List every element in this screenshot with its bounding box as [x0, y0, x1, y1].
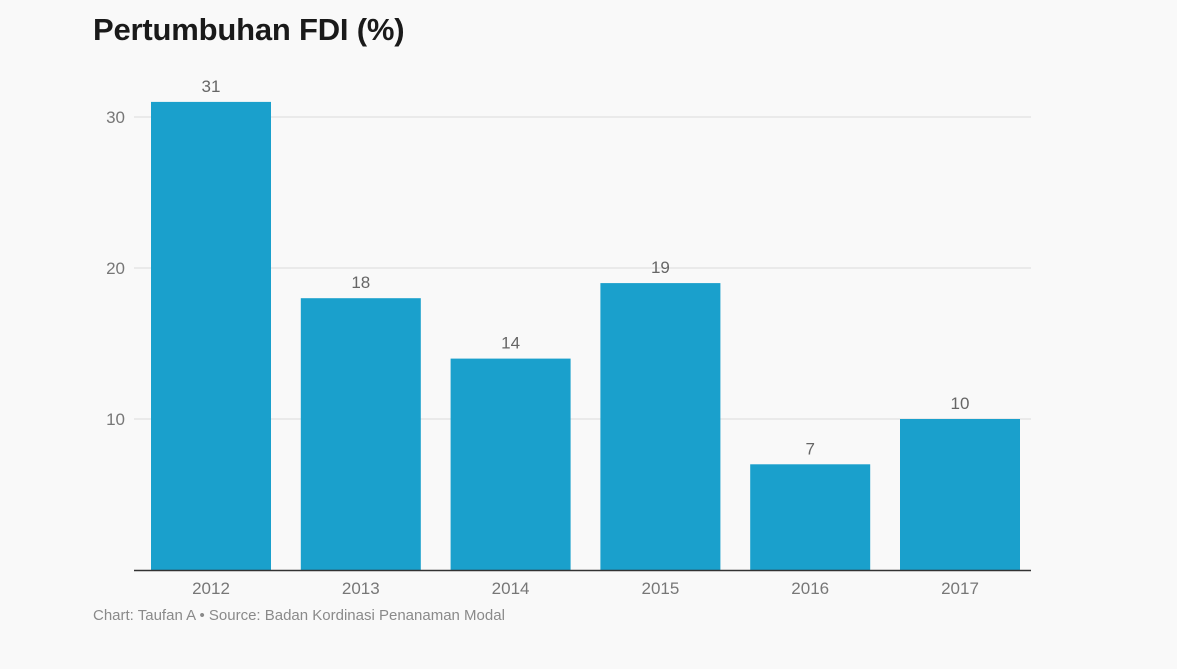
x-tick-label: 2017	[941, 579, 979, 598]
y-tick-label: 30	[106, 108, 125, 127]
x-tick-label: 2016	[791, 579, 829, 598]
data-label: 18	[351, 273, 370, 292]
bar-2016	[750, 464, 871, 570]
y-tick-label: 20	[106, 259, 125, 278]
bar-2015	[600, 283, 721, 570]
x-tick-label: 2013	[342, 579, 380, 598]
axes: 10 20 30 2012 2013 2014 2015 2016 2017	[106, 108, 1031, 598]
bar-2012	[151, 101, 271, 571]
gridlines	[134, 116, 1031, 420]
bar-2017	[900, 419, 1020, 570]
x-tick-label: 2015	[641, 579, 679, 598]
chart-title: Pertumbuhan FDI (%)	[93, 12, 405, 47]
y-tick-label: 10	[106, 410, 125, 429]
bar-2013	[300, 298, 421, 570]
data-label: 31	[202, 77, 221, 96]
data-label: 19	[651, 258, 670, 277]
bars	[151, 101, 1020, 571]
x-tick-label: 2012	[192, 579, 230, 598]
data-labels: 31 18 14 19 7 10	[202, 77, 970, 458]
data-label: 7	[805, 439, 814, 458]
chart-footer: Chart: Taufan A • Source: Badan Kordinas…	[93, 607, 505, 624]
data-label: 14	[501, 334, 520, 353]
bar-2014	[450, 358, 571, 570]
x-tick-label: 2014	[492, 579, 530, 598]
data-label: 10	[951, 394, 970, 413]
